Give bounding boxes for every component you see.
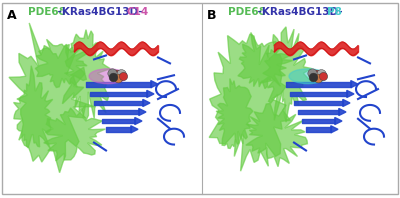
- Ellipse shape: [289, 69, 327, 84]
- Text: P8: P8: [327, 7, 342, 17]
- Point: [313, 74, 319, 77]
- Point: [310, 76, 316, 79]
- Point: [315, 76, 321, 79]
- Polygon shape: [335, 117, 342, 125]
- Polygon shape: [151, 81, 158, 88]
- Polygon shape: [135, 117, 142, 125]
- Polygon shape: [143, 99, 150, 107]
- Polygon shape: [131, 126, 138, 133]
- Polygon shape: [147, 90, 154, 97]
- Polygon shape: [44, 105, 105, 161]
- Text: -KRas4BG13D-: -KRas4BG13D-: [54, 7, 146, 17]
- Polygon shape: [35, 39, 90, 88]
- Text: A: A: [7, 9, 17, 22]
- Ellipse shape: [89, 69, 127, 84]
- Point: [320, 75, 326, 78]
- Polygon shape: [9, 23, 94, 173]
- Polygon shape: [14, 66, 53, 149]
- Polygon shape: [246, 103, 308, 167]
- Point: [115, 76, 121, 79]
- Point: [120, 75, 126, 78]
- Polygon shape: [62, 30, 110, 121]
- Text: -KRas4BG13D-: -KRas4BG13D-: [254, 7, 346, 17]
- Polygon shape: [209, 34, 290, 171]
- Polygon shape: [351, 81, 358, 88]
- Polygon shape: [343, 99, 350, 107]
- Point: [309, 72, 315, 75]
- Polygon shape: [238, 32, 293, 89]
- Polygon shape: [347, 90, 354, 97]
- Point: [118, 72, 124, 75]
- Polygon shape: [331, 126, 338, 133]
- Polygon shape: [260, 27, 314, 122]
- Polygon shape: [216, 79, 253, 148]
- Text: C14: C14: [127, 7, 149, 17]
- Text: PDE6δ: PDE6δ: [28, 7, 66, 17]
- Text: PDE6δ: PDE6δ: [228, 7, 266, 17]
- Text: B: B: [207, 9, 217, 22]
- Point: [113, 74, 119, 77]
- Point: [110, 76, 116, 79]
- Point: [109, 72, 115, 75]
- Point: [318, 72, 324, 75]
- Polygon shape: [339, 109, 346, 116]
- Polygon shape: [139, 109, 146, 116]
